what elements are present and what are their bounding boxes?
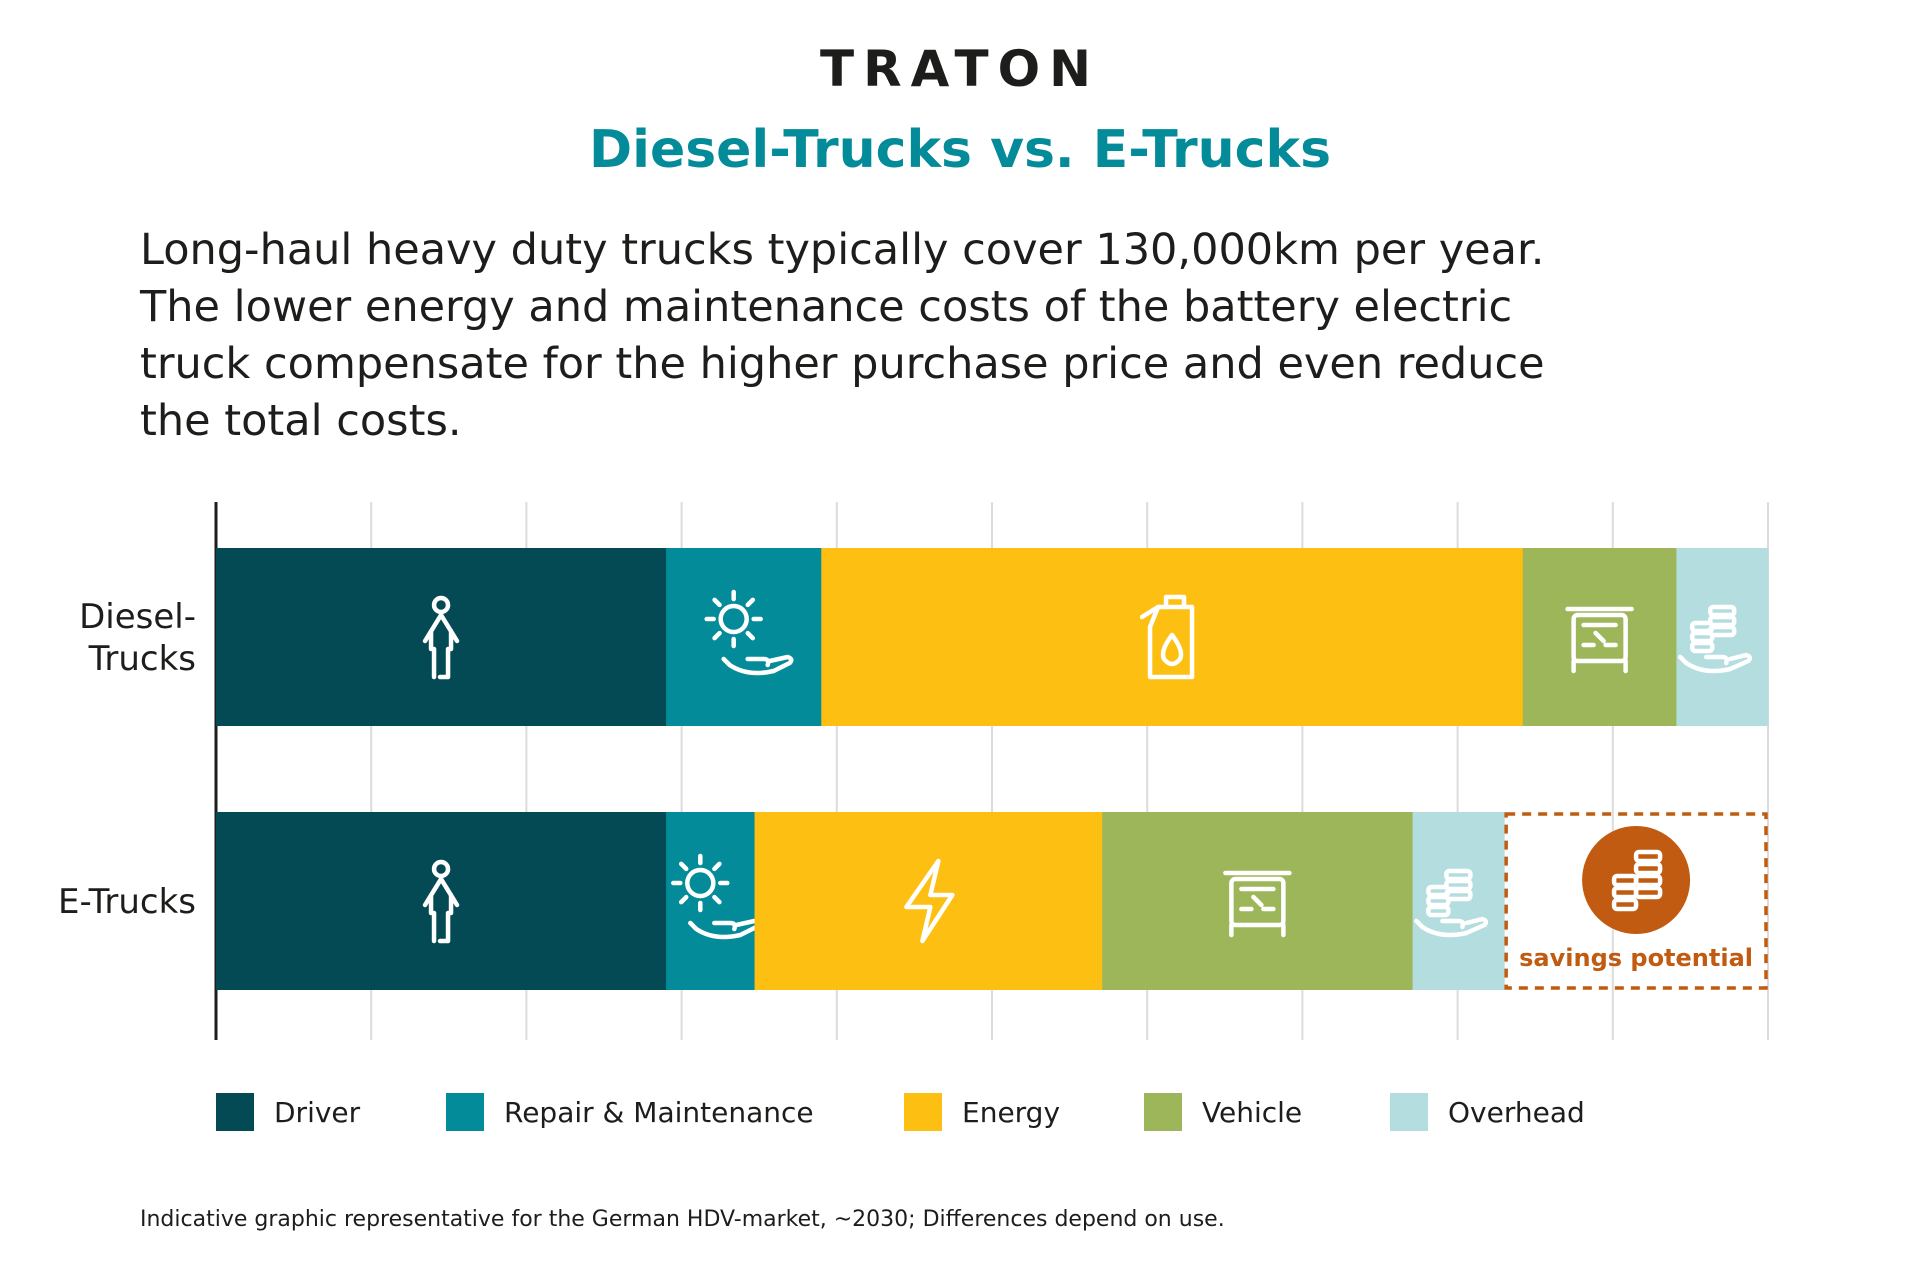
legend-swatch — [1390, 1093, 1428, 1131]
legend-item: Driver — [216, 1092, 360, 1132]
coins-hand-icon — [1414, 868, 1489, 938]
truck-icon — [1565, 606, 1634, 674]
truck-icon — [1223, 870, 1292, 938]
fuel-can-icon — [1139, 594, 1195, 680]
bar-segment — [754, 812, 1103, 990]
gear-hand-icon — [704, 589, 794, 676]
category-label: Diesel-Trucks — [79, 597, 196, 679]
driver-icon — [422, 595, 460, 680]
legend-item: Energy — [904, 1092, 1060, 1132]
cost-comparison-chart: Diesel-Trucks E-Trucks savings potential — [58, 502, 1769, 1040]
savings-label: savings potential — [1519, 944, 1753, 972]
intro-line: The lower energy and maintenance costs o… — [140, 282, 1513, 332]
category-label: E-Trucks — [58, 882, 196, 922]
legend-swatch — [216, 1093, 254, 1131]
legend-label: Driver — [274, 1095, 361, 1129]
page-title: Diesel-Trucks vs. E-Trucks — [588, 120, 1332, 180]
intro-line: Long-haul heavy duty trucks typically co… — [140, 225, 1545, 275]
traton-logo: TRATON — [820, 40, 1100, 98]
lightning-icon — [904, 858, 955, 944]
bar-segment — [216, 812, 667, 990]
intro-line: the total costs. — [140, 396, 462, 446]
legend-label: Energy — [962, 1095, 1061, 1129]
intro-line: truck compensate for the higher purchase… — [140, 339, 1545, 389]
legend-item: Repair & Maintenance — [446, 1092, 814, 1132]
legend-label: Vehicle — [1202, 1095, 1303, 1129]
coins-icon — [1611, 849, 1663, 912]
legend-swatch — [1144, 1093, 1182, 1131]
legend-swatch — [904, 1093, 942, 1131]
driver-icon — [422, 859, 460, 944]
bar-segment — [216, 548, 667, 726]
footnote: Indicative graphic representative for th… — [140, 1207, 1225, 1232]
coins-hand-icon — [1677, 604, 1753, 674]
legend-label: Repair & Maintenance — [504, 1095, 814, 1129]
savings-box — [1504, 812, 1768, 990]
legend-swatch — [446, 1093, 484, 1131]
intro-text: Long-haul heavy duty trucks typically co… — [140, 222, 1760, 450]
legend-item: Overhead — [1390, 1092, 1585, 1132]
bar-segment — [666, 548, 822, 726]
legend-item: Vehicle — [1144, 1092, 1302, 1132]
legend-label: Overhead — [1448, 1095, 1585, 1129]
